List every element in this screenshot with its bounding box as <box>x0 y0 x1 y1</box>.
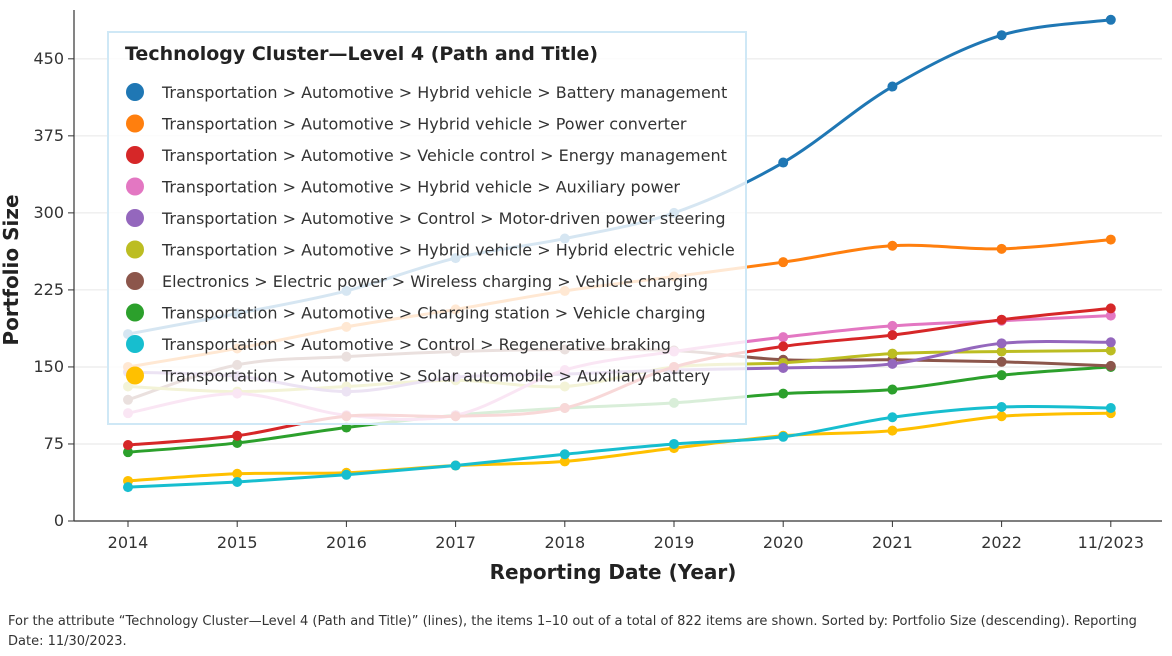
data-point <box>1105 360 1116 371</box>
data-point <box>887 358 898 369</box>
series-line <box>127 411 1111 483</box>
legend-marker <box>126 177 144 196</box>
data-point <box>996 30 1007 41</box>
data-point <box>996 314 1007 325</box>
data-point <box>887 425 898 436</box>
legend-marker <box>126 303 144 322</box>
data-point <box>887 412 898 423</box>
legend-title: Technology Cluster—Level 4 (Path and Tit… <box>125 43 598 65</box>
data-point <box>1105 337 1116 348</box>
legend-item-label: Transportation > Automotive > Control > … <box>161 335 671 354</box>
legend-item-label: Transportation > Automotive > Hybrid veh… <box>161 115 687 134</box>
data-point <box>996 243 1007 254</box>
data-point <box>778 332 789 343</box>
data-point <box>996 411 1007 422</box>
data-point <box>1105 303 1116 314</box>
y-axis-title: Portfolio Size <box>0 194 23 345</box>
data-point <box>887 330 898 341</box>
data-point <box>887 240 898 251</box>
x-tick-label: 2014 <box>108 533 149 552</box>
data-point <box>1105 14 1116 25</box>
legend-item-label: Transportation > Automotive > Vehicle co… <box>161 146 727 165</box>
legend-marker <box>126 209 144 227</box>
x-tick-label: 2018 <box>544 533 585 552</box>
legend-marker <box>126 335 144 353</box>
data-point <box>450 460 461 471</box>
legend-box <box>107 31 747 425</box>
legend-marker <box>126 114 144 133</box>
data-point <box>232 437 243 448</box>
data-point <box>232 476 243 487</box>
data-point <box>669 438 679 449</box>
x-tick-label: 2016 <box>326 533 367 552</box>
legend-item-label: Transportation > Automotive > Solar auto… <box>161 367 710 386</box>
data-point <box>1105 345 1116 356</box>
legend-item-label: Transportation > Automotive > Hybrid veh… <box>161 241 735 260</box>
data-point <box>232 468 243 479</box>
data-point <box>887 320 898 331</box>
data-point <box>887 384 898 395</box>
data-point <box>887 348 898 359</box>
data-point <box>1105 310 1116 321</box>
legend-item-label: Transportation > Automotive > Hybrid veh… <box>161 178 680 197</box>
x-tick-label: 2022 <box>981 533 1022 552</box>
legend-item-label: Transportation > Automotive > Control > … <box>161 209 726 228</box>
y-tick-label: 75 <box>44 434 64 453</box>
data-point <box>1105 403 1116 414</box>
y-tick-label: 300 <box>33 203 64 222</box>
data-point <box>996 346 1007 357</box>
axes: 0 75 150 225 300 375 450 2014 2015 2016 2017 2018 20… <box>33 10 1162 552</box>
data-point <box>559 449 570 460</box>
data-point <box>341 469 352 480</box>
data-point <box>778 257 789 268</box>
data-point <box>559 456 570 467</box>
x-axis-title: Reporting Date (Year) <box>490 560 737 584</box>
legend-marker <box>126 366 144 385</box>
data-point <box>123 447 133 458</box>
legend-marker <box>126 146 144 164</box>
line-chart: 0 75 150 225 300 375 450 2014 2015 2016 2017 2018 20… <box>0 10 1162 584</box>
data-point <box>778 341 789 352</box>
data-point <box>996 370 1007 381</box>
legend-marker <box>126 83 144 101</box>
footnote: For the attribute “Technology Cluster—Le… <box>8 614 1137 649</box>
legend-marker <box>126 272 144 290</box>
legend-item-label: Electronics > Electric power > Wireless … <box>162 272 708 291</box>
y-tick-label: 450 <box>33 49 64 68</box>
legend-item-label: Transportation > Automotive > Hybrid veh… <box>161 83 727 102</box>
chart-svg: 0 75 150 225 300 375 450 2014 2015 2016 2017 2018 20… <box>0 10 1162 584</box>
data-point <box>778 362 789 373</box>
data-point <box>1105 234 1116 245</box>
y-tick-label: 0 <box>54 511 64 530</box>
data-point <box>996 401 1007 412</box>
series-line <box>127 404 1111 489</box>
y-tick-label: 225 <box>33 280 64 299</box>
x-tick-label: 2020 <box>763 533 804 552</box>
data-point <box>232 430 243 441</box>
legend-marker <box>126 240 144 259</box>
data-point <box>778 157 789 168</box>
data-point <box>778 431 789 442</box>
y-tick-label: 375 <box>33 126 64 145</box>
y-tick-label: 150 <box>33 357 64 376</box>
x-tick-label: 2019 <box>654 533 695 552</box>
x-tick-label: 2017 <box>435 533 476 552</box>
data-point <box>887 81 898 92</box>
series-group <box>123 401 1116 493</box>
data-point <box>123 482 133 493</box>
data-point <box>996 356 1007 367</box>
legend-item-label: Transportation > Automotive > Charging s… <box>161 304 706 323</box>
data-point <box>778 388 789 399</box>
legend: Technology Cluster—Level 4 (Path and Tit… <box>107 31 747 425</box>
data-point <box>123 439 133 450</box>
data-point <box>341 422 352 433</box>
x-tick-label: 2021 <box>872 533 913 552</box>
x-tick-label: 2015 <box>217 533 258 552</box>
x-tick-label: 11/2023 <box>1078 533 1144 552</box>
data-point <box>996 338 1007 349</box>
